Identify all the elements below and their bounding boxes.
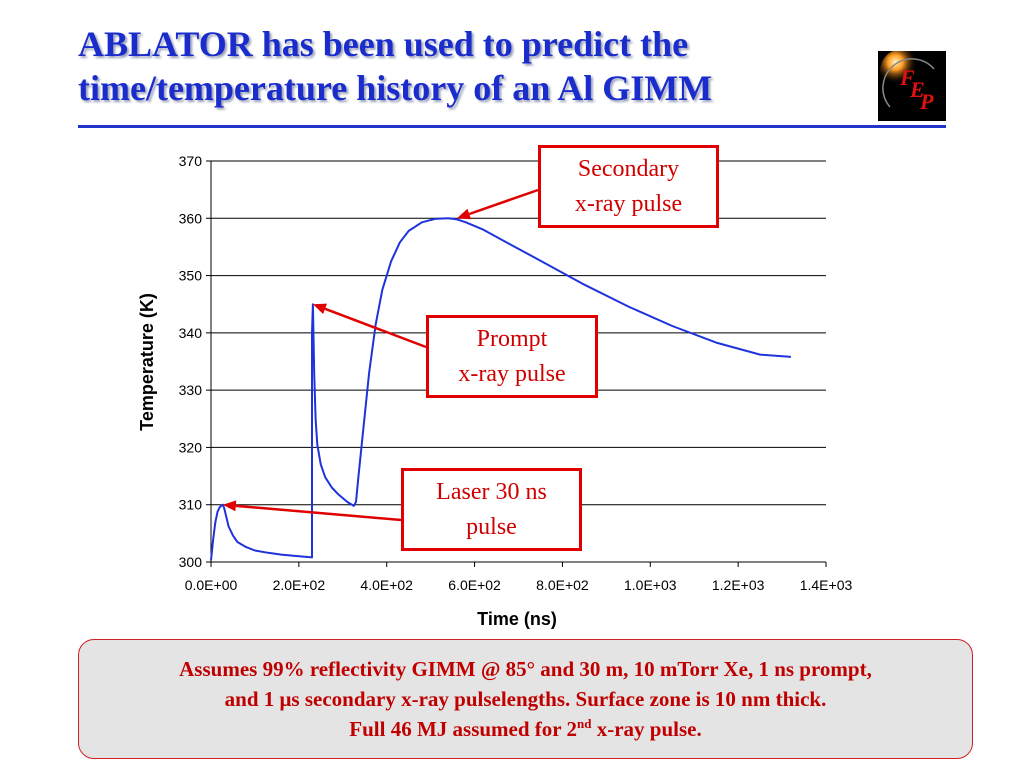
y-tick-label: 360 (179, 210, 203, 226)
svg-text:F: F (899, 65, 915, 90)
secondary-pulse-label-1: Secondary (577, 155, 680, 182)
slide-title: ABLATOR has been used to predict the tim… (78, 22, 858, 110)
note-line-1: Assumes 99% reflectivity GIMM @ 85° and … (179, 657, 872, 681)
svg-text:E: E (909, 77, 925, 102)
y-tick-label: 330 (179, 382, 203, 398)
chart-series (210, 217, 791, 561)
annotation-arrow-head (312, 303, 328, 314)
annotation-arrow-shaft (235, 504, 402, 522)
y-tick-label: 340 (179, 325, 203, 341)
svg-text:P: P (919, 89, 934, 114)
x-tick-label: 8.0E+02 (536, 577, 589, 593)
x-tick-label: 0.0E+00 (185, 577, 238, 593)
annotation-arrow-shaft (324, 307, 427, 349)
x-tick-label: 1.4E+03 (800, 577, 853, 593)
secondary-pulse-label-2: x-ray pulse (574, 190, 683, 217)
x-tick-label: 4.0E+02 (360, 577, 413, 593)
chart-axes: 300 310 320 330 340 350 360 370 0.0E+00 2.0E+02 4.… (179, 153, 853, 593)
prompt-pulse-label-2: x-ray pulse (458, 360, 566, 387)
assumptions-note: Assumes 99% reflectivity GIMM @ 85° and … (78, 639, 973, 759)
note-line-3-tail: x-ray pulse. (591, 717, 702, 741)
laser-pulse-callout: Laser 30 ns pulse (401, 468, 582, 551)
secondary-pulse-callout: Secondary x-ray pulse (538, 145, 719, 228)
x-axis-label: Time (ns) (477, 609, 557, 629)
prompt-pulse-label-1: Prompt (476, 325, 548, 352)
annotation-arrow-head (222, 500, 237, 512)
laser-pulse-label-1: Laser 30 ns (436, 478, 547, 505)
slide-title-line-1: ABLATOR has been used to predict the (78, 24, 689, 64)
x-tick-label: 2.0E+02 (273, 577, 326, 593)
y-tick-label: 310 (179, 497, 203, 513)
note-line-3-main: Full 46 MJ assumed for 2 (349, 717, 577, 741)
prompt-pulse-callout: Prompt x-ray pulse (426, 315, 598, 398)
fep-logo: F E P (878, 49, 946, 121)
note-line-3-sup: nd (576, 716, 592, 731)
fep-logo-icon: F E P (878, 49, 946, 121)
x-tick-label: 1.2E+03 (712, 577, 765, 593)
note-line-3: Full 46 MJ assumed for 2nd x-ray pulse. (349, 714, 701, 744)
y-tick-label: 320 (179, 439, 203, 455)
x-tick-label: 1.0E+03 (624, 577, 677, 593)
annotation-arrow-shaft (468, 188, 539, 216)
y-tick-label: 370 (179, 153, 203, 169)
y-tick-label: 350 (179, 268, 203, 284)
title-underline (78, 125, 946, 128)
slide-title-line-2: time/temperature history of an Al GIMM (78, 68, 713, 108)
annotation-arrows (222, 188, 539, 522)
laser-pulse-label-2: pulse (466, 513, 517, 540)
x-tick-label: 6.0E+02 (448, 577, 501, 593)
temperature-series-line (210, 217, 791, 561)
note-line-2: and 1 μs secondary x-ray pulselengths. S… (224, 687, 827, 711)
y-axis-label: Temperature (K) (137, 293, 157, 431)
y-tick-label: 300 (179, 554, 203, 570)
annotation-arrow-head (457, 208, 472, 220)
